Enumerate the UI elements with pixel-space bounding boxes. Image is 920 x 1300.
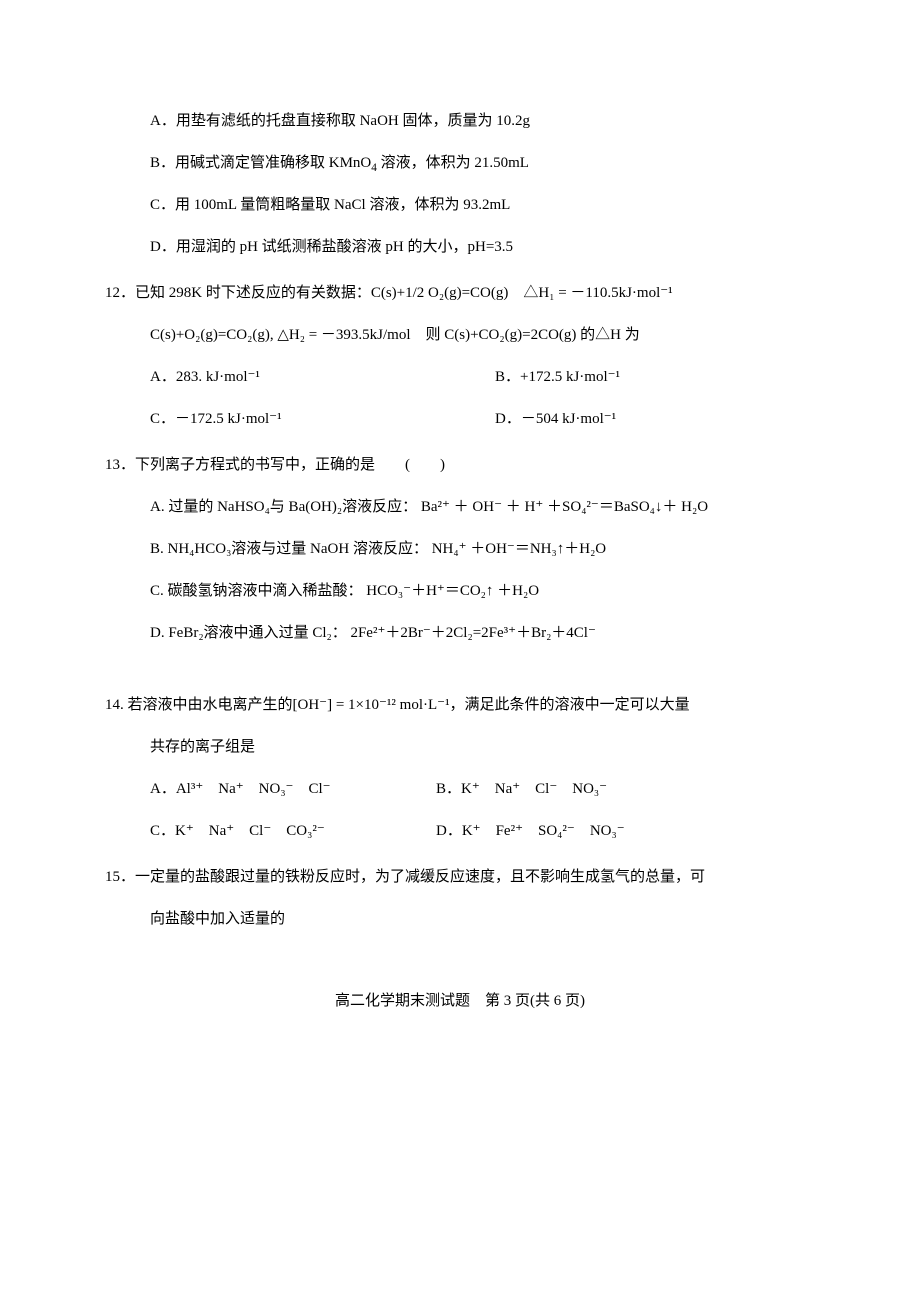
exam-page: A．用垫有滤纸的托盘直接称取 NaOH 固体，质量为 10.2g B．用碱式滴定… — [0, 0, 920, 1072]
q11-opt-d: D．用湿润的 pH 试纸测稀盐酸溶液 pH 的大小，pH=3.5 — [80, 226, 840, 268]
question-12: 12．已知 298K 时下述反应的有关数据：C(s)+1/2 O₂(g)=CO(… — [80, 272, 840, 440]
q12-opt-c: C．－172.5 kJ·mol⁻¹ — [150, 398, 495, 440]
q14-opt-d: D．K⁺ Fe²⁺ SO₄²⁻ NO₃⁻ — [436, 810, 625, 852]
q12-opt-b: B．+172.5 kJ·mol⁻¹ — [495, 356, 840, 398]
q12-opt-a: A．283. kJ·mol⁻¹ — [150, 356, 495, 398]
page-footer: 高二化学期末测试题 第 3 页(共 6 页) — [80, 980, 840, 1022]
q12-opt-d: D．－504 kJ·mol⁻¹ — [495, 398, 840, 440]
q11-opt-b-post: 溶液，体积为 21.50mL — [377, 155, 529, 171]
q13-opt-a: A. 过量的 NaHSO₄与 Ba(OH)₂溶液反应： Ba²⁺ ＋ OH⁻ ＋… — [80, 486, 840, 528]
q14-opt-c: C．K⁺ Na⁺ Cl⁻ CO₃²⁻ — [150, 810, 430, 852]
q11-opt-a: A．用垫有滤纸的托盘直接称取 NaOH 固体，质量为 10.2g — [80, 100, 840, 142]
q12-opts-row2: C．－172.5 kJ·mol⁻¹ D．－504 kJ·mol⁻¹ — [80, 398, 840, 440]
q11-opt-b: B．用碱式滴定管准确移取 KMnO4 溶液，体积为 21.50mL — [80, 142, 840, 184]
q13-opt-b: B. NH₄HCO₃溶液与过量 NaOH 溶液反应： NH₄⁺ ＋OH⁻＝NH₃… — [80, 528, 840, 570]
q14-opts-row1: A．Al³⁺ Na⁺ NO₃⁻ Cl⁻ B．K⁺ Na⁺ Cl⁻ NO₃⁻ — [80, 768, 840, 810]
question-11-options: A．用垫有滤纸的托盘直接称取 NaOH 固体，质量为 10.2g B．用碱式滴定… — [80, 100, 840, 268]
question-15: 15．一定量的盐酸跟过量的铁粉反应时，为了减缓反应速度，且不影响生成氢气的总量，… — [80, 856, 840, 940]
q13-opt-d: D. FeBr₂溶液中通入过量 Cl₂： 2Fe²⁺＋2Br⁻＋2Cl₂=2Fe… — [80, 612, 840, 654]
q13-opt-c: C. 碳酸氢钠溶液中滴入稀盐酸： HCO₃⁻＋H⁺＝CO₂↑ ＋H₂O — [80, 570, 840, 612]
q14-stem1: 14. 若溶液中由水电离产生的[OH⁻] = 1×10⁻¹² mol·L⁻¹，满… — [80, 684, 840, 726]
q14-opts-row2: C．K⁺ Na⁺ Cl⁻ CO₃²⁻ D．K⁺ Fe²⁺ SO₄²⁻ NO₃⁻ — [80, 810, 840, 852]
question-14: 14. 若溶液中由水电离产生的[OH⁻] = 1×10⁻¹² mol·L⁻¹，满… — [80, 684, 840, 852]
q12-stem1: 12．已知 298K 时下述反应的有关数据：C(s)+1/2 O₂(g)=CO(… — [80, 272, 840, 314]
q15-stem1: 15．一定量的盐酸跟过量的铁粉反应时，为了减缓反应速度，且不影响生成氢气的总量，… — [80, 856, 840, 898]
q14-opt-a: A．Al³⁺ Na⁺ NO₃⁻ Cl⁻ — [150, 768, 430, 810]
q11-opt-b-pre: B．用碱式滴定管准确移取 KMnO — [150, 155, 371, 171]
q15-stem2: 向盐酸中加入适量的 — [80, 898, 840, 940]
q13-stem: 13．下列离子方程式的书写中，正确的是 ( ) — [80, 444, 840, 486]
q12-stem2: C(s)+O₂(g)=CO₂(g), △H₂ = －393.5kJ/mol 则 … — [80, 314, 840, 356]
q12-opts-row1: A．283. kJ·mol⁻¹ B．+172.5 kJ·mol⁻¹ — [80, 356, 840, 398]
q14-stem2: 共存的离子组是 — [80, 726, 840, 768]
q14-opt-b: B．K⁺ Na⁺ Cl⁻ NO₃⁻ — [436, 768, 607, 810]
question-13: 13．下列离子方程式的书写中，正确的是 ( ) A. 过量的 NaHSO₄与 B… — [80, 444, 840, 654]
q11-opt-c: C．用 100mL 量筒粗略量取 NaCl 溶液，体积为 93.2mL — [80, 184, 840, 226]
